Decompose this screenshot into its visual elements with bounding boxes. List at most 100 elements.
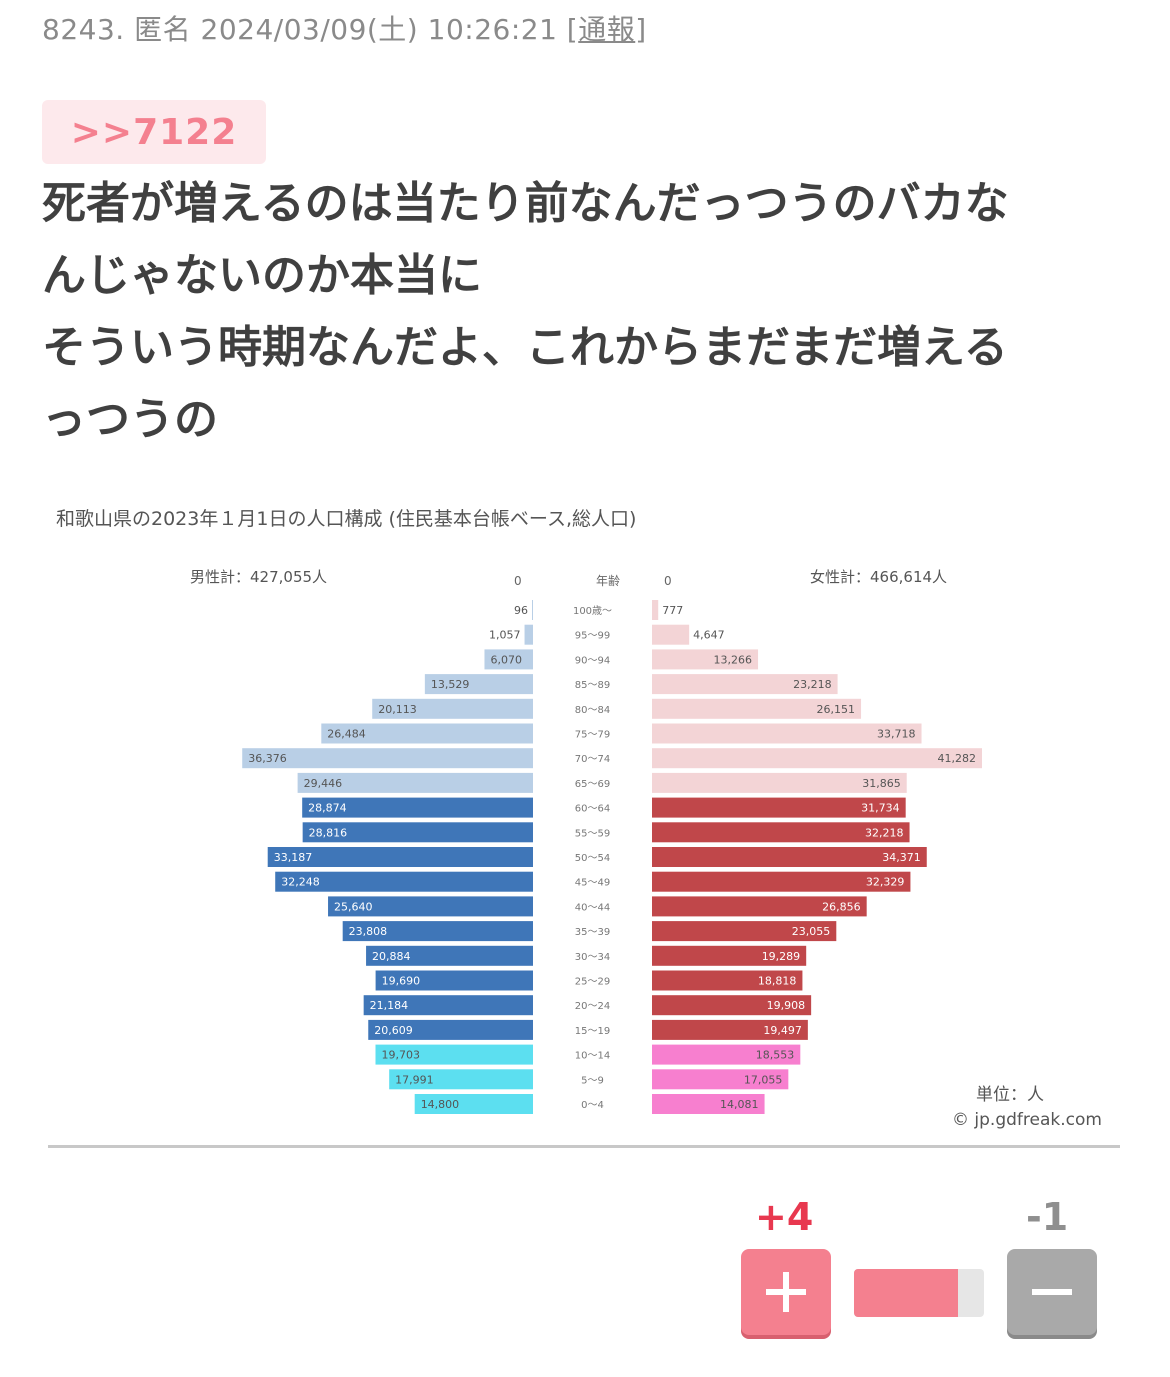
male-value-label: 17,991 xyxy=(395,1073,434,1086)
male-bar xyxy=(375,970,533,991)
female-bar xyxy=(652,970,803,991)
male-axis-zero: 0 xyxy=(514,574,522,588)
male-value-label: 20,113 xyxy=(378,703,417,716)
female-value-label: 18,553 xyxy=(756,1049,795,1062)
male-total: 男性計：427,055人 xyxy=(190,568,328,586)
female-value-label: 34,371 xyxy=(882,851,921,864)
vote-ratio-bar xyxy=(854,1269,984,1317)
male-value-label: 28,816 xyxy=(309,826,348,839)
age-tick-label: 15～19 xyxy=(575,1026,610,1037)
male-value-label: 29,446 xyxy=(304,777,343,790)
female-value-label: 777 xyxy=(662,604,683,617)
age-tick-label: 10～14 xyxy=(575,1051,610,1062)
male-value-label: 21,184 xyxy=(370,999,409,1012)
male-bar xyxy=(242,748,533,769)
report-bracket-close: ] xyxy=(635,13,647,46)
female-value-label: 13,266 xyxy=(714,653,753,666)
male-value-label: 1,057 xyxy=(489,629,520,642)
male-bar xyxy=(302,797,533,818)
minus-vote-count: -1 xyxy=(1026,1195,1069,1239)
male-bar xyxy=(484,649,533,670)
female-value-label: 19,289 xyxy=(762,950,801,963)
female-total: 女性計：466,614人 xyxy=(810,568,948,586)
credit-label: © jp.gdfreak.com xyxy=(952,1110,1102,1130)
age-tick-label: 0～4 xyxy=(581,1100,604,1111)
female-bar xyxy=(652,995,812,1016)
vote-ratio-fill xyxy=(854,1269,958,1317)
male-value-label: 36,376 xyxy=(248,752,287,765)
age-tick-label: 30～34 xyxy=(575,952,610,963)
female-axis-zero: 0 xyxy=(664,574,672,588)
male-bar xyxy=(389,1069,533,1090)
age-tick-label: 80～84 xyxy=(575,705,610,716)
male-bar xyxy=(532,600,533,620)
female-value-label: 33,718 xyxy=(877,728,916,741)
male-value-label: 19,690 xyxy=(382,975,421,988)
male-bar xyxy=(524,624,533,645)
female-value-label: 18,818 xyxy=(758,975,797,988)
population-pyramid-image[interactable]: 和歌山県の2023年１月1日の人口構成 (住民基本台帳ベース,総人口) 男性計：… xyxy=(48,490,1120,1148)
female-value-label: 41,282 xyxy=(938,752,977,765)
post-line: そういう時期なんだよ、これからまだまだ増える xyxy=(42,322,1008,373)
female-bar xyxy=(652,674,838,695)
age-tick-label: 75～79 xyxy=(575,730,610,741)
age-tick-label: 90～94 xyxy=(575,655,610,666)
female-bar xyxy=(652,822,910,843)
chart-title: 和歌山県の2023年１月1日の人口構成 (住民基本台帳ベース,総人口) xyxy=(56,508,637,530)
post-line: んじゃないのか本当に xyxy=(42,250,482,301)
male-bar xyxy=(328,896,533,917)
female-bar xyxy=(652,1044,801,1065)
female-bar xyxy=(652,698,862,719)
female-bar xyxy=(652,600,659,620)
minus-vote-button[interactable] xyxy=(1007,1249,1097,1335)
plus-vote-button[interactable] xyxy=(741,1249,831,1335)
female-value-label: 26,151 xyxy=(817,703,856,716)
male-bar xyxy=(372,698,533,719)
age-tick-label: 25～29 xyxy=(575,977,610,988)
female-value-label: 19,497 xyxy=(763,1024,802,1037)
female-value-label: 32,218 xyxy=(865,826,904,839)
female-bar xyxy=(652,1094,765,1114)
age-tick-label: 85～89 xyxy=(575,680,610,691)
male-bar xyxy=(363,995,533,1016)
female-value-label: 23,218 xyxy=(793,678,832,691)
age-tick-label: 40～44 xyxy=(575,902,610,913)
male-bar xyxy=(424,674,533,695)
female-bar xyxy=(652,772,907,793)
reply-anchor-link[interactable]: >>7122 xyxy=(42,100,266,164)
female-bar xyxy=(652,748,982,769)
female-bar xyxy=(652,1019,808,1040)
male-value-label: 26,484 xyxy=(327,728,366,741)
female-value-label: 26,856 xyxy=(822,900,861,913)
female-bar xyxy=(652,871,911,892)
male-value-label: 28,874 xyxy=(308,802,347,815)
female-bar xyxy=(652,723,922,744)
age-tick-label: 100歳～ xyxy=(573,605,612,617)
female-bar xyxy=(652,649,759,670)
male-bar xyxy=(275,871,533,892)
age-tick-label: 65～69 xyxy=(575,779,610,790)
female-bar xyxy=(652,896,867,917)
male-bar xyxy=(375,1044,533,1065)
poster-name: 匿名 xyxy=(134,13,192,46)
male-bar xyxy=(321,723,533,744)
female-bar xyxy=(652,921,837,942)
age-tick-label: 95～99 xyxy=(575,631,610,642)
post-number: 8243. xyxy=(42,13,125,46)
unit-label: 単位：人 xyxy=(976,1085,1044,1105)
age-tick-label: 45～49 xyxy=(575,878,610,889)
age-tick-label: 35～39 xyxy=(575,927,610,938)
female-value-label: 23,055 xyxy=(792,925,831,938)
male-bar xyxy=(297,772,533,793)
pyramid-svg: 96 777 100歳～ 1,057 4,647 95～99 6,070 13,266 90～9… xyxy=(242,600,982,1114)
age-tick-label: 55～59 xyxy=(575,828,610,839)
female-bar xyxy=(652,945,807,966)
male-value-label: 23,808 xyxy=(349,925,388,938)
female-value-label: 17,055 xyxy=(744,1073,783,1086)
male-value-label: 96 xyxy=(514,604,528,617)
male-bar xyxy=(302,822,533,843)
report-link[interactable]: 通報 xyxy=(578,13,636,46)
minus-icon xyxy=(1032,1289,1072,1295)
age-tick-label: 5～9 xyxy=(581,1075,604,1086)
age-tick-label: 60～64 xyxy=(575,804,610,815)
